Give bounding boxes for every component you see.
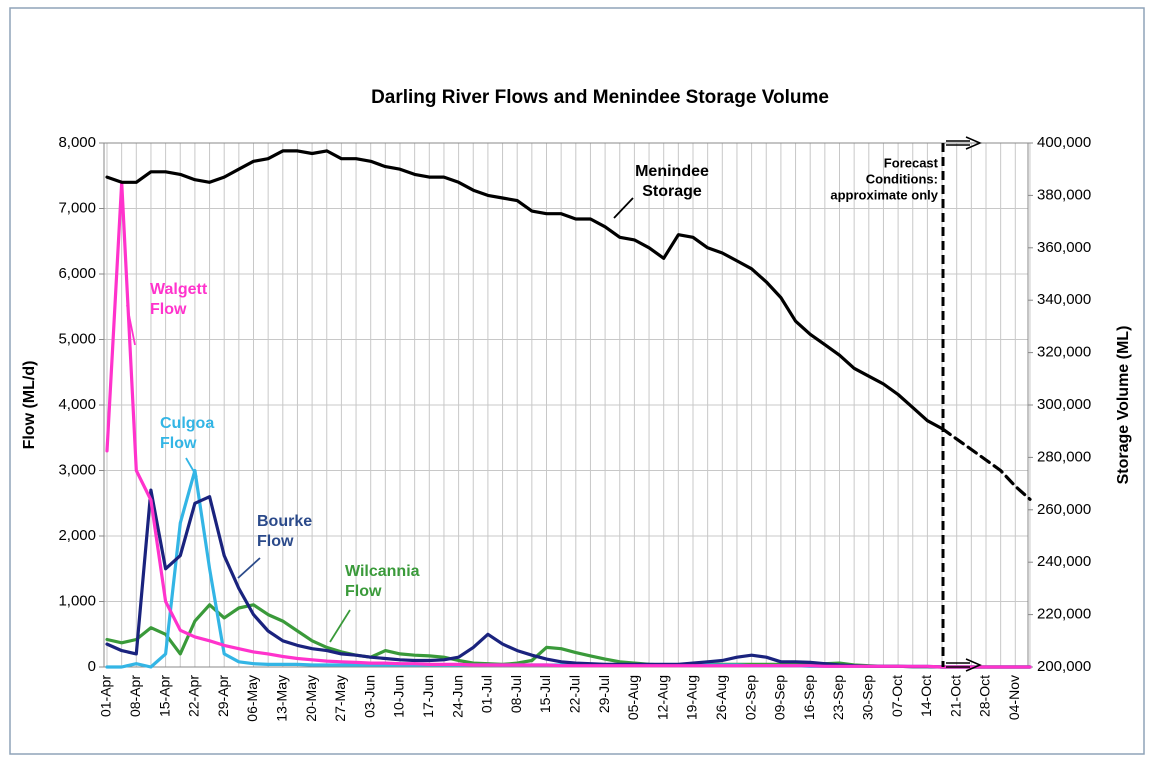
x-tick-label: 01-Apr [98,675,114,717]
y-axis-label: Flow (ML/d) [21,361,38,450]
x-tick-label: 30-Sep [860,675,876,720]
arrow [613,197,634,219]
x-tick-label: 09-Sep [772,675,788,720]
annotation: Conditions: [866,171,938,186]
annotation: Bourke [257,513,312,530]
x-tick-label: 23-Sep [830,675,846,720]
x-tick-label: 06-May [244,675,260,722]
y2-tick-label: 280,000 [1037,448,1091,465]
annotation: Menindee [635,163,709,180]
x-tick-label: 14-Oct [918,675,934,717]
annotation: Flow [150,301,187,318]
x-tick-label: 16-Sep [801,675,817,720]
x-tick-label: 26-Aug [713,675,729,720]
annotation-arrows [126,136,982,672]
y2-tick-label: 380,000 [1037,186,1091,203]
frame [9,7,1145,755]
x-tick-label: 17-Jun [420,675,436,718]
y-tick-label: 8,000 [58,134,96,151]
x-tick-label: 07-Oct [889,675,905,717]
x-tick-label: 12-Aug [654,675,670,720]
x-tick-label: 28-Oct [977,675,993,717]
series-line [940,427,1032,501]
plot-area: 0 1,000 2,000 3,000 4,000 5,000 6,000 7,000 8,00… [58,134,1091,722]
x-tick-label: 10-Jun [391,675,407,718]
y2-tick-label: 300,000 [1037,396,1091,413]
annotation: approximate only [830,187,938,202]
arrow [946,136,982,150]
y-tick-label: 7,000 [58,199,96,216]
x-tick-label: 08-Apr [127,675,143,717]
y2-tick-label: 260,000 [1037,501,1091,518]
series-line [105,149,944,431]
annotation: Storage [642,183,702,200]
x-tick-label: 27-May [332,675,348,722]
y-tick-label: 4,000 [58,396,96,413]
arrow [126,304,136,346]
y2-tick-label: 340,000 [1037,291,1091,308]
x-tick-label: 22-Apr [186,675,202,717]
annotation: Culgoa [160,415,214,432]
x-tick-label: 03-Jun [361,675,377,718]
x-tick-label: 04-Nov [1006,675,1022,720]
y-tick-label: 1,000 [58,592,96,609]
annotation: Wilcannia [345,563,420,580]
x-tick-label: 21-Oct [947,675,963,717]
x-tick-label: 24-Jun [449,675,465,718]
arrow [329,609,351,643]
annotation: Flow [160,435,197,452]
x-tick-label: 29-Jul [596,675,612,713]
y-tick-label: 3,000 [58,461,96,478]
arrow [237,557,261,579]
y-tick-label: 6,000 [58,265,96,282]
annotation: Flow [345,583,382,600]
arrow [946,658,982,672]
y2-tick-label: 240,000 [1037,553,1091,570]
x-tick-label: 05-Aug [625,675,641,720]
x-tick-label: 02-Sep [742,675,758,720]
annotation: Forecast [884,155,939,170]
annotation: Flow [257,533,294,550]
annotation: Walgett [150,281,208,298]
x-tick-label: 22-Jul [567,675,583,713]
y-tick-label: 2,000 [58,527,96,544]
y2-tick-label: 360,000 [1037,239,1091,256]
y2-tick-label: 200,000 [1037,658,1091,675]
x-tick-label: 29-Apr [215,675,231,717]
y-tick-label: 5,000 [58,330,96,347]
y2-axis-label: Storage Volume (ML) [1115,326,1132,485]
x-tick-label: 15-Jul [537,675,553,713]
y-tick-label: 0 [88,658,96,675]
y2-tick-label: 400,000 [1037,134,1091,151]
x-tick-label: 13-May [274,675,290,722]
x-tick-label: 08-Jul [508,675,524,713]
chart-title: Darling River Flows and Menindee Storage… [371,87,829,108]
x-tick-label: 01-Jul [479,675,495,713]
y2-tick-label: 220,000 [1037,606,1091,623]
x-tick-label: 19-Aug [684,675,700,720]
y2-tick-label: 320,000 [1037,344,1091,361]
series-line [105,180,1032,669]
arrow [185,457,198,478]
x-tick-label: 15-Apr [156,675,172,717]
x-tick-label: 20-May [303,675,319,722]
